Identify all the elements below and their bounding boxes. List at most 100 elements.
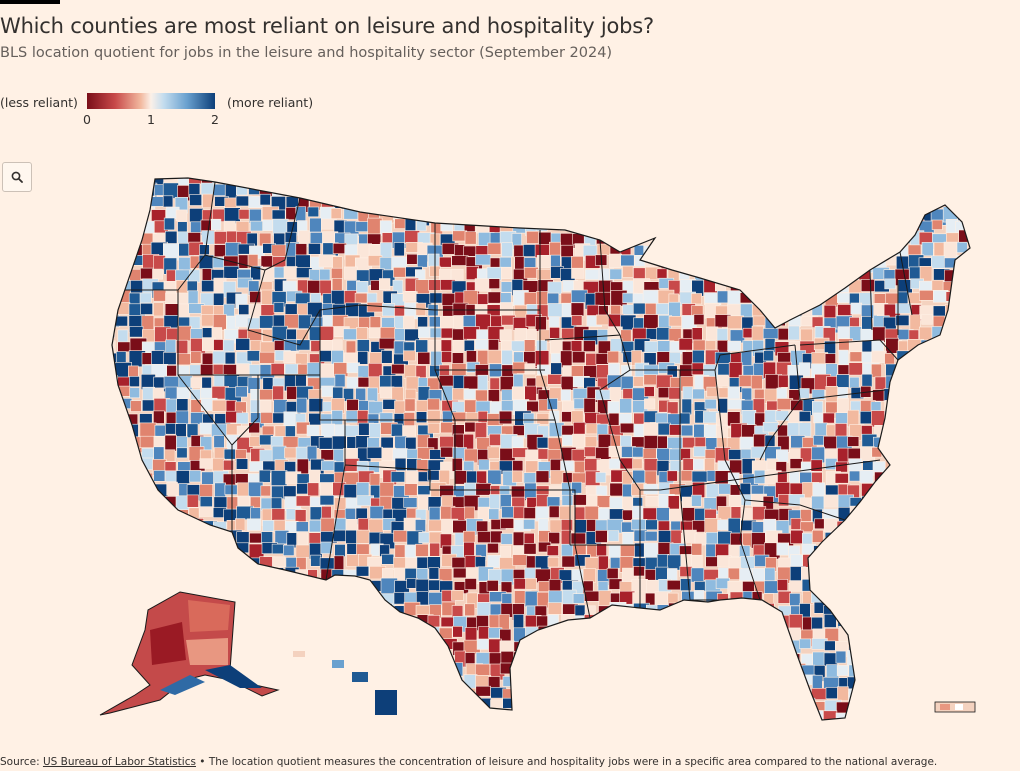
county-cell xyxy=(462,315,477,329)
county-cell xyxy=(198,566,211,578)
zoom-button[interactable] xyxy=(2,162,32,192)
county-cell xyxy=(222,339,235,352)
county-cell xyxy=(513,373,524,388)
county-cell xyxy=(874,484,891,501)
county-cell xyxy=(562,194,579,209)
county-cell xyxy=(513,181,531,197)
county-cell xyxy=(704,178,720,184)
county-cell xyxy=(487,339,499,351)
county-cell xyxy=(702,218,715,235)
county-cell xyxy=(738,257,754,270)
county-cell xyxy=(127,484,145,495)
county-cell xyxy=(381,350,393,364)
county-cell xyxy=(417,351,431,365)
county-cell xyxy=(908,351,921,368)
county-cell xyxy=(956,412,968,423)
county-cell xyxy=(250,662,268,680)
county-cell xyxy=(127,593,142,606)
county-cell xyxy=(717,602,734,617)
county-cell xyxy=(680,209,693,222)
county-cell xyxy=(466,209,479,221)
county-cell xyxy=(823,710,838,720)
county-cell xyxy=(202,581,214,595)
county-cell xyxy=(608,195,619,209)
county-cell xyxy=(175,567,193,579)
county-cell xyxy=(883,674,897,685)
county-cell xyxy=(112,686,120,701)
county-cell xyxy=(115,508,126,525)
county-cell xyxy=(919,471,937,484)
county-cell xyxy=(274,664,290,682)
county-cell xyxy=(944,629,959,644)
county-cell xyxy=(402,709,414,720)
county-cell xyxy=(610,638,626,654)
county-cell xyxy=(956,329,970,347)
county-cell xyxy=(954,713,970,720)
county-cell xyxy=(667,554,682,571)
source-link[interactable]: US Bureau of Labor Statistics xyxy=(42,756,196,768)
county-cell xyxy=(452,701,470,715)
county-cell xyxy=(908,651,920,666)
county-cell xyxy=(714,219,732,231)
county-cell xyxy=(296,397,308,414)
county-cell xyxy=(955,389,969,407)
county-cell xyxy=(692,458,705,471)
county-cell xyxy=(511,386,525,401)
county-cell xyxy=(104,723,118,738)
county-cell xyxy=(390,423,403,437)
county-cell xyxy=(571,178,586,184)
county-cell xyxy=(956,663,970,679)
county-cell xyxy=(753,641,767,652)
county-cell xyxy=(836,520,853,532)
county-cell xyxy=(525,726,535,742)
county-cell xyxy=(584,181,596,196)
county-cell xyxy=(789,458,803,469)
county-cell xyxy=(620,662,632,681)
county-cell xyxy=(214,724,224,734)
county-cell xyxy=(727,686,741,698)
county-cell xyxy=(118,518,135,532)
county-cell xyxy=(330,581,344,594)
county-cell xyxy=(848,266,860,280)
county-cell xyxy=(910,484,924,500)
county-cell xyxy=(883,591,897,604)
county-cell xyxy=(547,674,560,688)
county-cell xyxy=(382,303,395,317)
county-cell xyxy=(967,448,970,462)
county-cell xyxy=(213,532,229,545)
county-cell xyxy=(415,725,430,741)
county-cell xyxy=(561,555,576,568)
county-cell xyxy=(860,613,876,628)
county-cell xyxy=(776,184,788,198)
county-cell xyxy=(546,698,559,713)
county-cell xyxy=(390,674,404,690)
county-cell xyxy=(306,424,320,437)
county-cell xyxy=(944,364,955,381)
county-cell xyxy=(514,663,531,677)
county-cell xyxy=(487,469,502,485)
county-cell xyxy=(274,641,289,652)
county-cell xyxy=(118,196,134,215)
county-cell xyxy=(884,616,897,628)
county-cell xyxy=(788,293,800,304)
county-cell xyxy=(969,328,970,342)
county-cell xyxy=(112,220,119,232)
county-cell xyxy=(571,315,583,326)
county-cell xyxy=(490,530,503,544)
county-cell xyxy=(861,195,878,212)
county-cell xyxy=(402,291,418,302)
county-cell xyxy=(489,178,502,184)
county-cell xyxy=(822,545,837,557)
county-cell xyxy=(382,399,397,410)
county-cell xyxy=(908,699,923,717)
county-cell xyxy=(693,725,709,741)
county-cell xyxy=(213,554,224,567)
county-cell xyxy=(366,302,384,313)
county-cell xyxy=(238,567,253,584)
county-cell xyxy=(189,269,201,283)
county-cell xyxy=(297,639,312,651)
county-cell xyxy=(490,315,503,328)
county-cell xyxy=(112,435,118,452)
county-cell xyxy=(190,724,207,739)
